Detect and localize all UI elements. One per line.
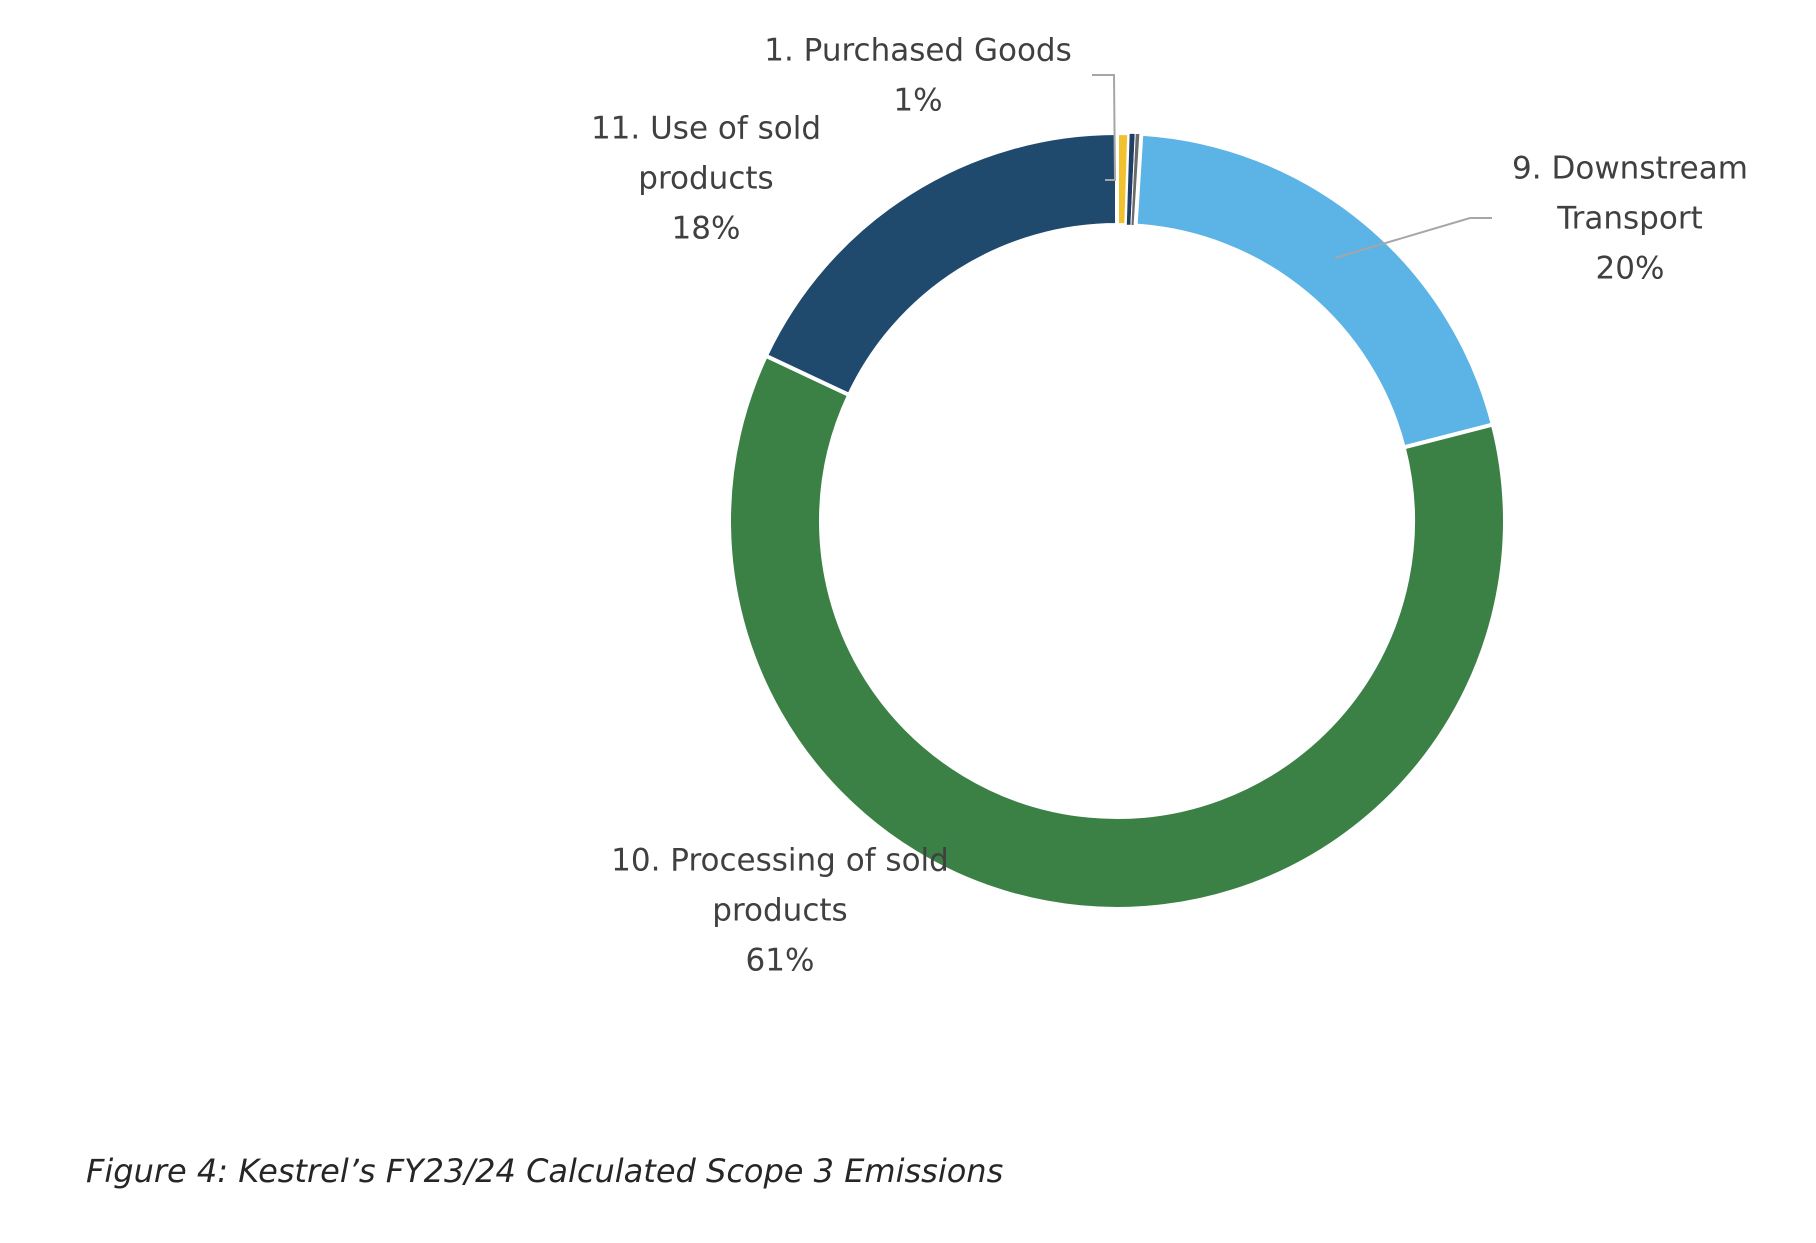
leader-line-1-purchased-goods <box>1092 74 1117 181</box>
data-label-percent-10-processing-of-sold-products: 61% <box>746 943 815 979</box>
labels-layer: 1. Purchased Goods 1% 9. Downstream Transpo… <box>591 33 1748 979</box>
slice-11-use-of-sold-products-5 <box>763 131 1119 397</box>
data-label-name-1-purchased-goods: 1. Purchased Goods <box>764 33 1072 69</box>
data-label-name-10-processing-of-sold-products: 10. Processing of sold <box>611 843 949 879</box>
data-label-name-11-use-of-sold-products: 11. Use of sold <box>591 111 821 147</box>
data-label-percent-11-use-of-sold-products: 18% <box>672 211 741 247</box>
slice-9-downstream-transport-3 <box>1133 131 1495 450</box>
slices-layer <box>727 130 1507 911</box>
data-label-name-11-use-of-sold-products: products <box>638 161 773 197</box>
data-label-percent-9-downstream-transport: 20% <box>1596 251 1665 287</box>
data-label-percent-1-purchased-goods: 1% <box>893 83 942 119</box>
figure-caption: Figure 4: Kestrel’s FY23/24 Calculated S… <box>86 1152 1004 1190</box>
data-label-name-9-downstream-transport: Transport <box>1556 201 1702 237</box>
data-label-name-10-processing-of-sold-products: products <box>712 893 847 929</box>
data-label-name-9-downstream-transport: 9. Downstream <box>1512 151 1748 187</box>
leader-line-9-downstream-transport <box>1334 217 1492 259</box>
leader-lines-layer <box>1092 74 1492 259</box>
slice-10-processing-of-sold-products-4 <box>727 353 1507 911</box>
